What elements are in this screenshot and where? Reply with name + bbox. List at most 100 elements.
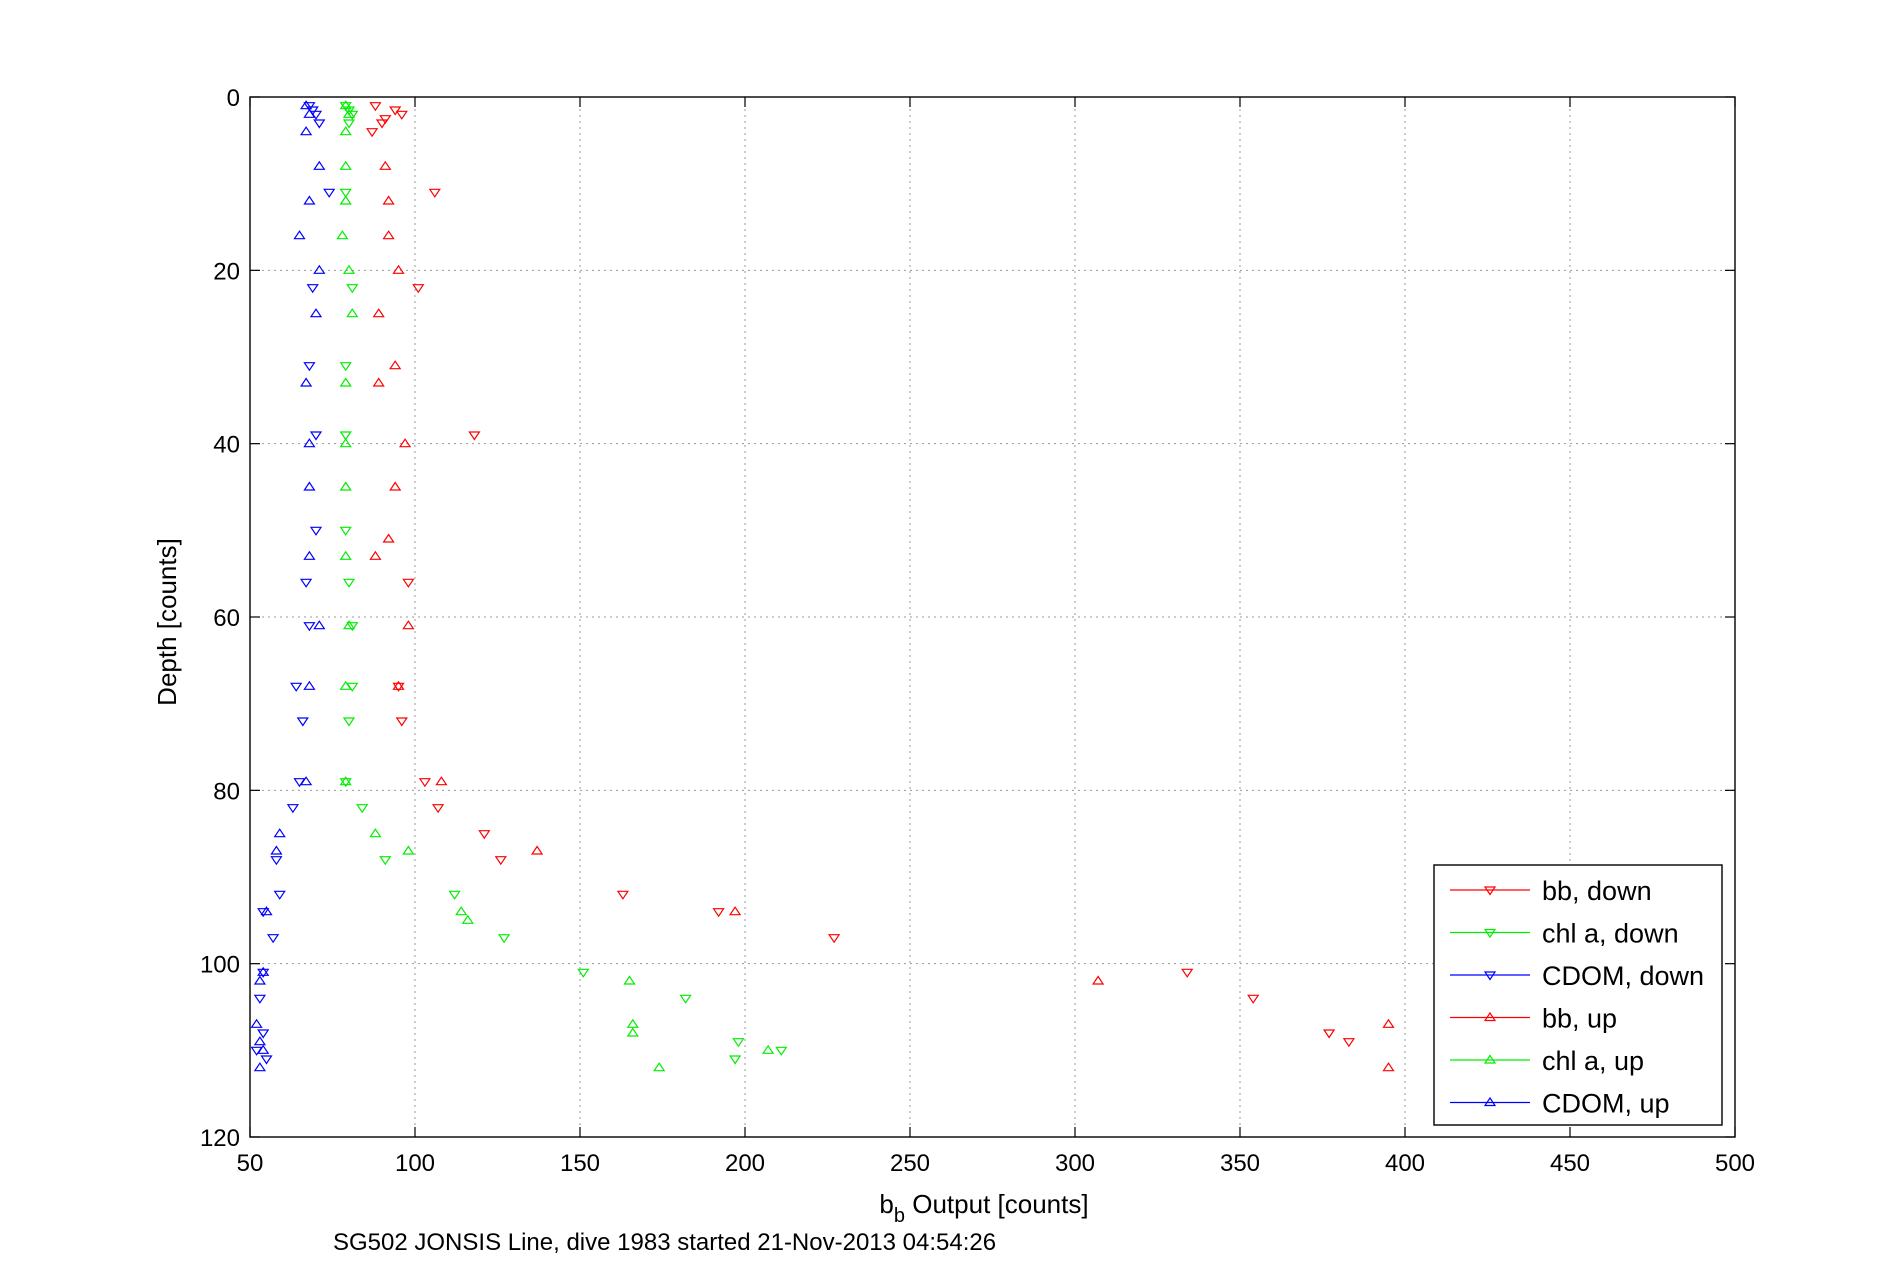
series-1 xyxy=(339,102,788,1065)
data-point xyxy=(253,975,267,985)
legend-label: bb, down xyxy=(1542,876,1652,906)
data-point xyxy=(296,717,309,727)
data-point xyxy=(339,195,352,205)
data-point xyxy=(257,966,270,976)
data-point xyxy=(253,1062,267,1072)
data-point xyxy=(494,856,507,866)
data-point xyxy=(323,188,336,198)
data-point xyxy=(389,481,402,491)
legend-label: chl a, down xyxy=(1542,919,1679,949)
x-axis-label: bb Output [counts] xyxy=(879,1189,1088,1227)
data-point xyxy=(775,1046,788,1056)
data-point xyxy=(260,906,273,916)
data-point xyxy=(306,284,319,294)
data-point xyxy=(455,906,468,916)
x-tick-label: 300 xyxy=(1055,1150,1095,1177)
data-point xyxy=(468,431,481,441)
x-tick-label: 50 xyxy=(237,1150,264,1177)
data-point xyxy=(299,126,313,136)
data-point xyxy=(626,1027,639,1037)
x-tick-label: 400 xyxy=(1385,1150,1425,1177)
x-tick-label: 350 xyxy=(1220,1150,1260,1177)
data-point xyxy=(339,550,352,560)
data-point xyxy=(303,108,316,118)
data-point xyxy=(712,908,725,918)
data-point xyxy=(253,1036,267,1046)
x-axis-label-subscript: b xyxy=(894,1205,905,1227)
data-point xyxy=(398,438,412,448)
data-point xyxy=(299,578,313,588)
data-point xyxy=(369,102,382,112)
data-point xyxy=(827,934,841,944)
data-point xyxy=(1247,994,1260,1004)
legend: bb, down chl a, down CDOM, down bb, up chl a… xyxy=(1433,864,1723,1126)
data-point xyxy=(530,845,544,855)
legend-marker xyxy=(1483,886,1497,896)
data-point xyxy=(577,968,590,978)
data-point xyxy=(418,778,432,788)
data-point xyxy=(339,100,352,110)
data-point xyxy=(309,308,323,318)
data-point xyxy=(339,160,352,170)
data-point xyxy=(342,620,356,630)
data-point xyxy=(313,264,326,274)
y-tick-label: 20 xyxy=(213,258,240,285)
data-point xyxy=(392,264,405,274)
legend-marker xyxy=(1483,971,1497,981)
series-4 xyxy=(336,100,775,1072)
data-point xyxy=(379,856,392,866)
data-point xyxy=(379,160,392,170)
data-point xyxy=(346,308,359,318)
data-point xyxy=(303,362,316,372)
data-point xyxy=(728,906,742,916)
data-point xyxy=(339,188,352,198)
data-point xyxy=(339,438,352,448)
data-point xyxy=(273,828,286,838)
data-point xyxy=(356,804,369,814)
data-point xyxy=(497,934,511,944)
data-point xyxy=(369,828,382,838)
data-point xyxy=(313,119,326,129)
data-point xyxy=(313,620,326,630)
data-point xyxy=(339,526,352,536)
data-point xyxy=(257,1044,270,1054)
x-tick-label: 500 xyxy=(1715,1150,1755,1177)
y-tick-label: 100 xyxy=(200,952,240,979)
data-point xyxy=(303,680,316,690)
data-point xyxy=(270,845,283,855)
data-point xyxy=(732,1038,745,1048)
data-point xyxy=(448,890,461,900)
x-tick-label: 450 xyxy=(1550,1150,1590,1177)
legend-marker xyxy=(1483,1011,1497,1022)
data-point xyxy=(309,526,323,536)
data-point xyxy=(346,284,359,294)
data-point xyxy=(260,1055,273,1065)
data-point xyxy=(299,100,313,110)
data-point xyxy=(1181,968,1194,978)
series-5 xyxy=(250,100,326,1072)
data-point xyxy=(253,994,267,1004)
data-point xyxy=(339,481,352,491)
data-point xyxy=(313,160,326,170)
series-0 xyxy=(365,102,1356,1048)
data-point xyxy=(1091,975,1105,985)
data-point xyxy=(303,550,316,560)
data-point xyxy=(336,230,349,240)
data-point xyxy=(412,284,425,294)
data-point xyxy=(389,360,402,370)
data-point xyxy=(382,533,395,543)
legend-marker xyxy=(1483,1096,1497,1107)
data-point xyxy=(379,115,392,125)
data-point xyxy=(382,195,395,205)
data-point xyxy=(339,377,352,387)
data-point xyxy=(303,438,316,448)
y-tick-label: 40 xyxy=(213,432,240,459)
data-point xyxy=(339,431,352,441)
data-markers xyxy=(250,100,1395,1072)
data-point xyxy=(392,680,405,690)
legend-marker xyxy=(1483,928,1497,939)
data-point xyxy=(395,110,408,120)
data-point xyxy=(728,1055,742,1065)
data-point xyxy=(290,682,303,692)
